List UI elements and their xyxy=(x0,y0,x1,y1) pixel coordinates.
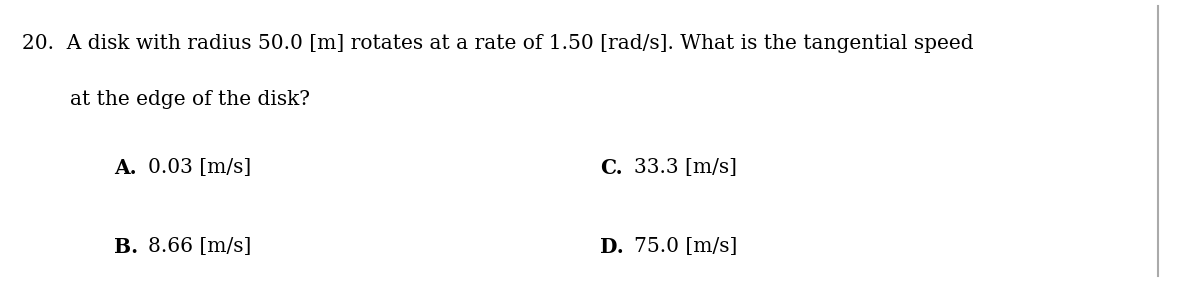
Text: A.: A. xyxy=(114,158,137,178)
Text: 0.03 [m/s]: 0.03 [m/s] xyxy=(148,158,251,177)
Text: at the edge of the disk?: at the edge of the disk? xyxy=(70,90,310,109)
Text: 8.66 [m/s]: 8.66 [m/s] xyxy=(148,237,251,256)
Text: 20.  A disk with radius 50.0 [m] rotates at a rate of 1.50 [rad/s]. What is the : 20. A disk with radius 50.0 [m] rotates … xyxy=(22,34,973,53)
Text: C.: C. xyxy=(600,158,623,178)
Text: 75.0 [m/s]: 75.0 [m/s] xyxy=(634,237,737,256)
Text: 33.3 [m/s]: 33.3 [m/s] xyxy=(634,158,737,177)
Text: D.: D. xyxy=(600,237,624,257)
Text: B.: B. xyxy=(114,237,138,257)
